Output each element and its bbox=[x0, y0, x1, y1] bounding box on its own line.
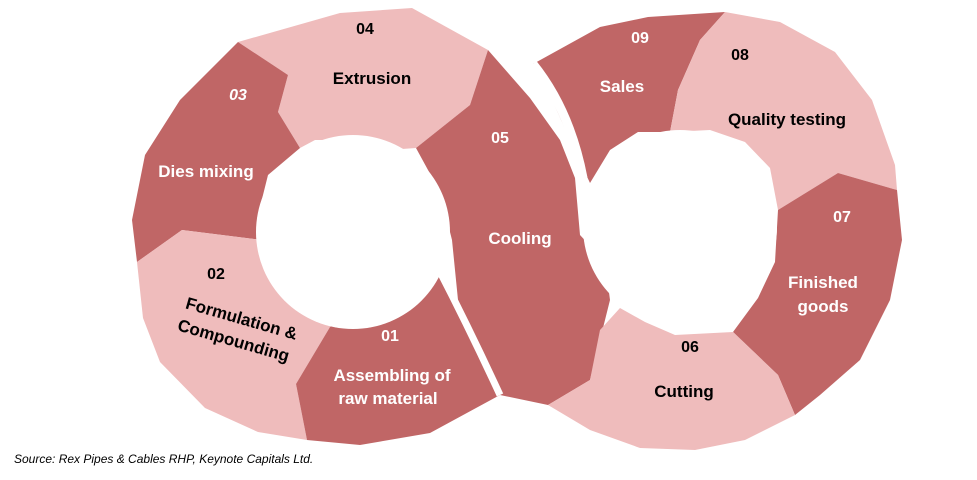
step-label-06: Cutting bbox=[654, 382, 713, 401]
step-label-01-line1: Assembling of bbox=[333, 366, 450, 385]
segment-05-cooling bbox=[416, 50, 610, 405]
step-number-06: 06 bbox=[681, 339, 699, 356]
step-number-08: 08 bbox=[731, 47, 749, 64]
step-label-05: Cooling bbox=[488, 229, 551, 248]
right-gap bbox=[529, 61, 588, 179]
step-label-01-line2: raw material bbox=[338, 389, 437, 408]
step-number-07: 07 bbox=[833, 209, 851, 226]
segment-07-finished-goods bbox=[733, 173, 902, 415]
step-label-03: Dies mixing bbox=[158, 162, 253, 181]
source-note: Source: Rex Pipes & Cables RHP, Keynote … bbox=[14, 452, 314, 466]
segment-08-quality-testing bbox=[670, 12, 897, 210]
step-label-07-line1: Finished bbox=[788, 273, 858, 292]
step-number-02: 02 bbox=[207, 266, 225, 283]
segment-02-formulation bbox=[137, 230, 343, 440]
right-ring-hole bbox=[583, 130, 777, 324]
segment-06-cutting bbox=[548, 308, 795, 450]
step-label-08: Quality testing bbox=[728, 110, 846, 129]
segment-01-assembling bbox=[296, 272, 500, 445]
step-number-04: 04 bbox=[356, 21, 374, 38]
step-number-03: 03 bbox=[229, 87, 247, 104]
step-label-09: Sales bbox=[600, 77, 644, 96]
step-number-05: 05 bbox=[491, 130, 509, 147]
step-label-04: Extrusion bbox=[333, 69, 411, 88]
step-label-07-line2: goods bbox=[798, 297, 849, 316]
step-number-09: 09 bbox=[631, 30, 649, 47]
step-number-01: 01 bbox=[381, 328, 399, 345]
segment-09-sales bbox=[533, 12, 725, 183]
segment-04-extrusion bbox=[238, 8, 488, 150]
left-ring-hole bbox=[256, 135, 450, 329]
left-gap bbox=[434, 266, 504, 397]
segment-03-dies-mixing bbox=[132, 42, 300, 262]
